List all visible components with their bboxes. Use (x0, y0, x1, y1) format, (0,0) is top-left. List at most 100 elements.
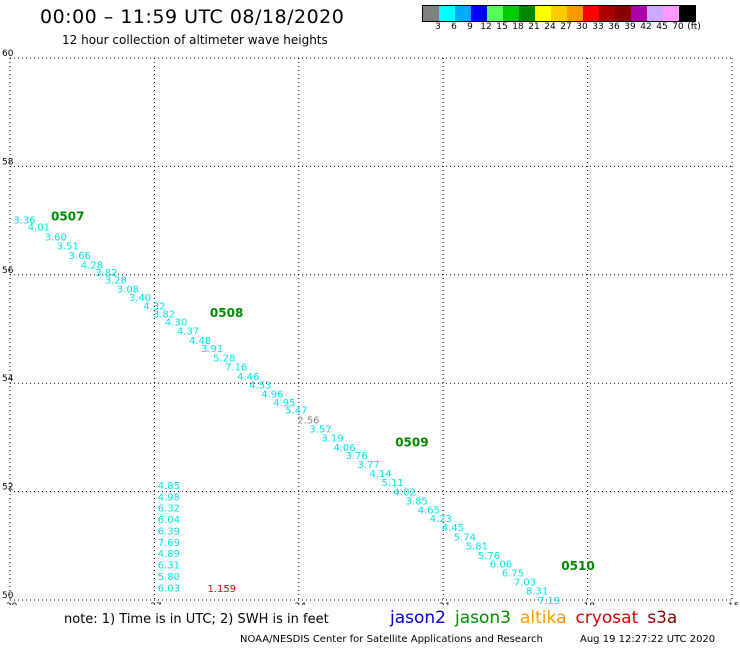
color-scale-label: 15 (496, 22, 508, 32)
tick-labels: -30 -27 -24 -21 -18 -15 50 52 54 56 58 60 (2, 49, 739, 605)
color-swatch (679, 6, 695, 21)
y-tick-label: 54 (2, 374, 14, 384)
time-labels: 0507 0508 0509 0510 (51, 210, 595, 574)
wave-height-map: -30-27-24-21-18-15505254565860 3.364.013… (2, 49, 739, 605)
color-swatch (599, 6, 615, 21)
y-tick-label: 52 (2, 483, 13, 493)
color-scale-label: 33 (592, 22, 604, 32)
wave-height-value: 7.19 (538, 596, 560, 605)
wave-height-value: 4.53 (249, 381, 271, 392)
satellite-legend-entry: s3a (647, 608, 678, 628)
wave-height-value: 4.01 (28, 222, 50, 233)
color-scale-labels: 3 6 9 12 15 18 21 24 27 30 33 36 39 42 45 70 (ft) (422, 22, 740, 34)
color-scale-bar (422, 5, 696, 22)
y-tick-label: 60 (2, 49, 14, 59)
color-scale-label: 9 (467, 22, 473, 32)
wave-height-value: 3.66 (69, 251, 91, 262)
wave-height-value: 4.98 (158, 492, 180, 503)
wave-height-value: 2.56 (297, 415, 319, 426)
wave-height-value: 3.19 (321, 434, 343, 445)
satellite-legend-entry: jason3 (455, 608, 511, 628)
wave-height-value: 4.30 (165, 318, 187, 329)
wave-height-value: 3.85 (406, 497, 428, 508)
color-swatch (631, 6, 647, 21)
wave-height-value: 3.60 (45, 233, 67, 244)
wave-height-value: 5.47 (285, 406, 307, 417)
wave-height-value: 4.45 (442, 523, 464, 534)
color-swatch (551, 6, 567, 21)
wave-height-value: 7.03 (514, 577, 536, 588)
y-tick-label: 50 (2, 591, 14, 601)
wave-height-value: 8.31 (526, 587, 548, 598)
y-tick-label: 56 (2, 266, 14, 276)
y-tick-label: 58 (2, 157, 14, 167)
wave-height-value: 5.11 (382, 478, 404, 489)
wave-height-value: 7.16 (225, 363, 247, 374)
wave-height-value: 5.81 (466, 542, 488, 553)
x-tick-label: -18 (580, 602, 595, 605)
color-scale-label: 36 (608, 22, 620, 32)
color-swatch (439, 6, 455, 21)
wave-height-value: 4.46 (237, 372, 259, 383)
wave-height-value: 3.28 (105, 275, 127, 286)
wave-height-value: 3.51 (57, 241, 79, 252)
x-tick-label: -15 (725, 602, 740, 605)
grid-lines (9, 57, 733, 601)
wave-height-value: 6.31 (158, 561, 180, 572)
wave-height-value: 4.32 (143, 301, 165, 312)
color-scale-label: 21 (528, 22, 540, 32)
color-scale-label: 24 (544, 22, 556, 32)
wave-height-value: 4.95 (273, 398, 295, 409)
footer-timestamp: Aug 19 12:27:22 UTC 2020 (580, 634, 716, 645)
wave-height-value: 3.08 (117, 285, 139, 296)
wave-height-value: 3.82 (153, 310, 175, 321)
units-note: note: 1) Time is in UTC; 2) SWH is in fe… (64, 612, 329, 627)
color-swatch (471, 6, 487, 21)
x-tick-label: -24 (291, 602, 306, 605)
wave-height-value: 5.80 (158, 572, 180, 583)
wave-height-labels: 3.364.013.603.513.664.283.823.283.083.40… (13, 215, 572, 605)
color-swatch (535, 6, 551, 21)
wave-height-value: 5.28 (213, 354, 235, 365)
wave-height-value: 6.39 (158, 526, 180, 537)
color-swatch (503, 6, 519, 21)
color-scale-label: 70 (672, 22, 684, 32)
wave-height-value: 4.96 (261, 389, 283, 400)
color-scale-label: 45 (656, 22, 668, 32)
color-scale-label: 12 (480, 22, 492, 32)
color-swatch (455, 6, 471, 21)
color-scale-label: 30 (576, 22, 588, 32)
wave-height-value: 3.82 (95, 268, 117, 279)
color-scale-label: 27 (560, 22, 572, 32)
color-scale-label: (ft) (687, 22, 701, 32)
chart-subtitle: 12 hour collection of altimeter wave hei… (62, 33, 328, 47)
wave-height-value: 3.77 (357, 460, 379, 471)
x-tick-label: -30 (3, 602, 18, 605)
wave-height-value: 4.23 (430, 514, 452, 525)
pass-time-label: 0508 (210, 306, 243, 320)
wave-height-value: 4.65 (418, 505, 440, 516)
wave-height-value: 3.40 (129, 293, 151, 304)
satellite-legend: jason2 jason3 altika cryosat s3a (390, 608, 686, 628)
wave-height-value: 4.89 (158, 549, 180, 560)
wave-height-value: 7.69 (158, 538, 180, 549)
wave-height-value: 4.85 (158, 481, 180, 492)
satellite-legend-entry: cryosat (575, 608, 639, 628)
color-swatch (583, 6, 599, 21)
wave-height-value: 6.04 (158, 515, 180, 526)
wave-height-value: 6.06 (490, 559, 512, 570)
pass-time-label: 0507 (51, 210, 84, 224)
color-swatch (663, 6, 679, 21)
wave-height-value: 6.03 (158, 583, 180, 594)
color-scale-label: 3 (435, 22, 441, 32)
color-swatch (615, 6, 631, 21)
x-tick-label: -27 (147, 602, 162, 605)
wave-height-value: 3.36 (13, 215, 35, 226)
wave-height-value: 4.14 (369, 469, 391, 480)
wave-height-value: 3.76 (345, 451, 367, 462)
wave-height-value: 5.74 (454, 532, 476, 543)
pass-time-label: 0509 (395, 436, 428, 450)
wave-height-value: 5.76 (478, 551, 500, 562)
footer-credit: NOAA/NESDIS Center for Satellite Applica… (240, 634, 543, 645)
color-scale-label: 6 (451, 22, 457, 32)
